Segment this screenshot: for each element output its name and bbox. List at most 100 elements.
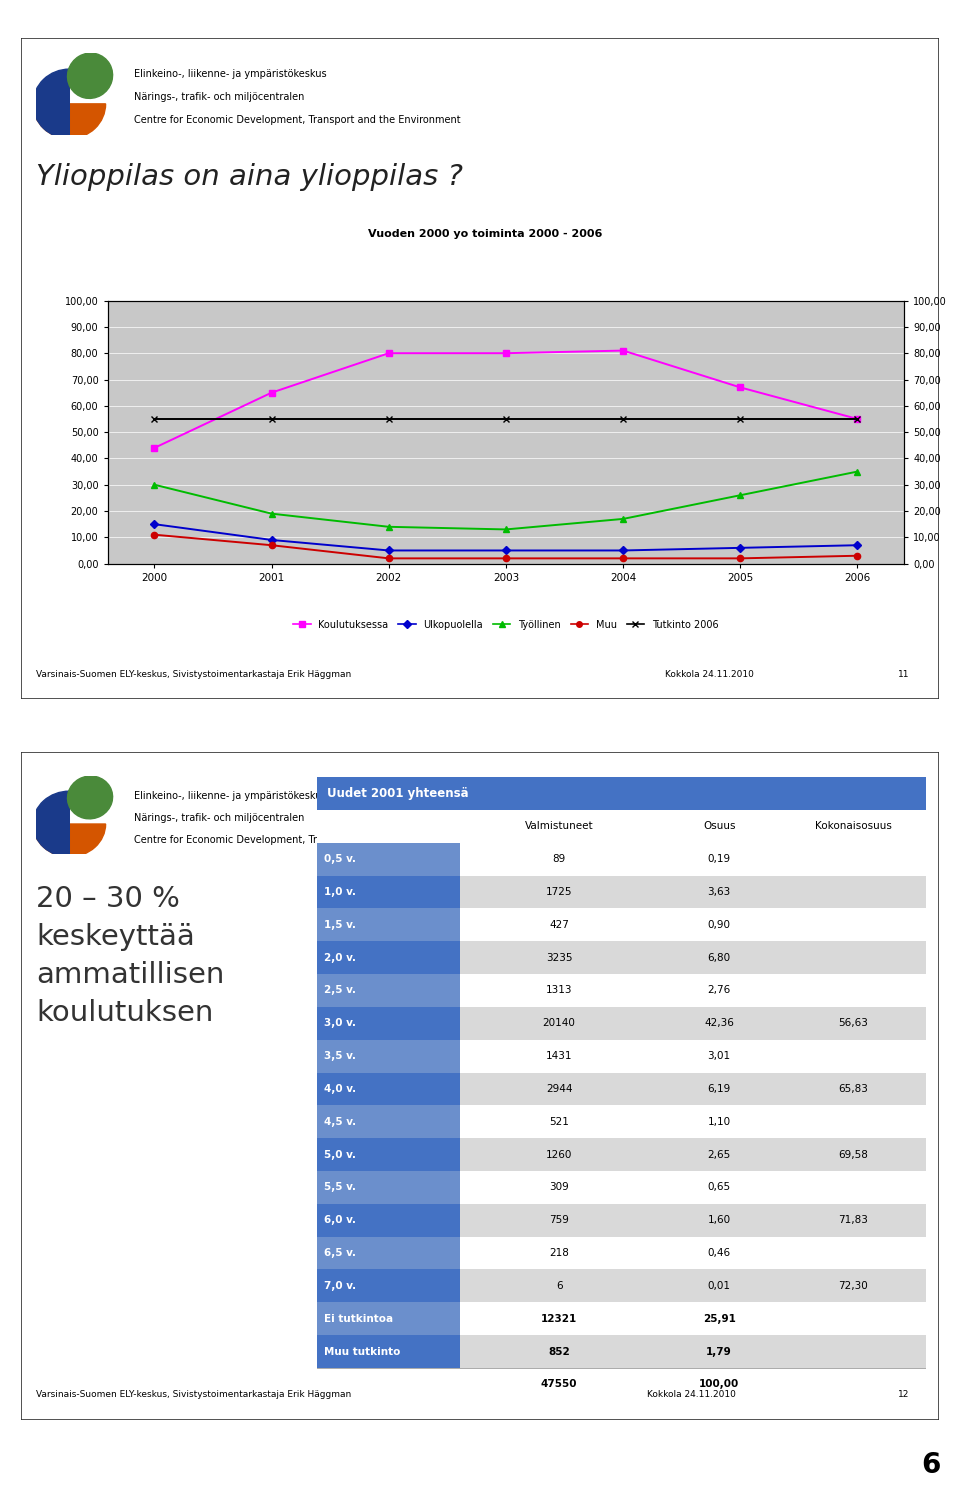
Text: Elinkeino-, liikenne- ja ympäristökeskus: Elinkeino-, liikenne- ja ympäristökeskus [134, 791, 327, 801]
Text: 309: 309 [549, 1183, 569, 1192]
Text: 5,0 v.: 5,0 v. [324, 1150, 356, 1160]
Koulutuksessa [734, 379, 746, 397]
Wedge shape [33, 104, 106, 138]
Text: 1431: 1431 [546, 1051, 572, 1061]
Legend: Koulutuksessa, Ulkopuolella, Työllinen, Muu, Tutkinto 2006: Koulutuksessa, Ulkopuolella, Työllinen, … [289, 616, 723, 634]
Bar [317, 974, 926, 1007]
Text: 0,90: 0,90 [708, 920, 731, 930]
Muu [383, 550, 395, 568]
Text: 12321: 12321 [541, 1314, 577, 1324]
Text: Kokkola 24.11.2010: Kokkola 24.11.2010 [647, 1390, 735, 1399]
Ulkopuolella [149, 516, 160, 534]
Text: Elinkeino-, liikenne- ja ympäristökeskus: Elinkeino-, liikenne- ja ympäristökeskus [134, 69, 327, 80]
Text: 20140: 20140 [542, 1018, 576, 1028]
Text: 11: 11 [899, 670, 910, 679]
Työllinen [383, 517, 395, 537]
Text: 25,91: 25,91 [703, 1314, 735, 1324]
Muu [266, 537, 277, 555]
Koulutuksessa [500, 344, 512, 362]
Muu [734, 550, 746, 568]
Text: 5,5 v.: 5,5 v. [324, 1183, 356, 1192]
Bar [317, 777, 926, 810]
Ellipse shape [67, 776, 112, 819]
Text: 2,5 v.: 2,5 v. [324, 986, 356, 995]
Bar [317, 1368, 926, 1401]
Bar [317, 1335, 926, 1368]
Text: Centre for Economic Development, Transport and the Environment: Centre for Economic Development, Transpo… [134, 836, 461, 845]
Text: 7,0 v.: 7,0 v. [324, 1281, 356, 1291]
Line: Koulutuksessa: Koulutuksessa [152, 347, 860, 451]
Muu [500, 550, 512, 568]
Ulkopuolella [852, 537, 863, 555]
Text: Vuoden 2000 yo toiminta 2000 - 2006: Vuoden 2000 yo toiminta 2000 - 2006 [368, 228, 602, 239]
Text: Kokonaisosuus: Kokonaisosuus [815, 821, 892, 831]
Text: Ei tutkintoa: Ei tutkintoa [324, 1314, 394, 1324]
Bar [317, 876, 460, 908]
Text: Valmistuneet: Valmistuneet [525, 821, 593, 831]
Bar [317, 1204, 926, 1237]
Muu [617, 550, 629, 568]
Ulkopuolella [617, 541, 629, 559]
Bar [317, 1335, 460, 1368]
Text: 218: 218 [549, 1247, 569, 1258]
Bar [317, 1040, 926, 1073]
Bar [317, 1007, 926, 1040]
Bar [317, 1237, 460, 1270]
Työllinen [149, 475, 160, 493]
Text: Närings-, trafik- och miljöcentralen: Närings-, trafik- och miljöcentralen [134, 92, 304, 102]
Text: 6,0 v.: 6,0 v. [324, 1216, 356, 1225]
Koulutuksessa [617, 341, 629, 359]
Line: Tutkinto 2006: Tutkinto 2006 [152, 416, 860, 422]
Text: 2,76: 2,76 [708, 986, 731, 995]
Text: 3,63: 3,63 [708, 887, 731, 897]
Line: Työllinen: Työllinen [152, 469, 860, 532]
Bar [317, 941, 926, 974]
Text: Varsinais-Suomen ELY-keskus, Sivistystoimentarkastaja Erik Häggman: Varsinais-Suomen ELY-keskus, Sivistystoi… [36, 670, 351, 679]
Text: 20 – 30 %
keskeyttää
ammatillisen
koulutuksen: 20 – 30 % keskeyttää ammatillisen koulut… [36, 885, 225, 1027]
Text: 6: 6 [922, 1452, 941, 1479]
Text: 2944: 2944 [546, 1084, 572, 1094]
Text: 42,36: 42,36 [705, 1018, 734, 1028]
Tutkinto 2006 [852, 410, 863, 428]
Text: 0,5 v.: 0,5 v. [324, 854, 356, 864]
Text: 759: 759 [549, 1216, 569, 1225]
Text: 2,0 v.: 2,0 v. [324, 953, 356, 962]
Tutkinto 2006 [734, 410, 746, 428]
Ellipse shape [67, 53, 112, 98]
Text: 1,10: 1,10 [708, 1117, 731, 1127]
Text: 89: 89 [553, 854, 565, 864]
Text: 4,5 v.: 4,5 v. [324, 1117, 356, 1127]
Tutkinto 2006 [383, 410, 395, 428]
Text: 1725: 1725 [546, 887, 572, 897]
Bar [317, 908, 460, 941]
Text: Osuus: Osuus [703, 821, 735, 831]
Bar [317, 1204, 460, 1237]
Line: Muu: Muu [152, 532, 860, 562]
Text: 71,83: 71,83 [838, 1216, 868, 1225]
Text: 0,65: 0,65 [708, 1183, 731, 1192]
Text: 1,5 v.: 1,5 v. [324, 920, 356, 930]
Text: 3,5 v.: 3,5 v. [324, 1051, 356, 1061]
Text: 6,19: 6,19 [708, 1084, 731, 1094]
Ulkopuolella [734, 538, 746, 556]
Text: 4,0 v.: 4,0 v. [324, 1084, 356, 1094]
Koulutuksessa [149, 439, 160, 457]
Text: Uudet 2001 yhteensä: Uudet 2001 yhteensä [327, 788, 468, 800]
Työllinen [734, 485, 746, 504]
Text: 6: 6 [556, 1281, 563, 1291]
Koulutuksessa [852, 410, 863, 428]
Bar [317, 1302, 926, 1335]
Bar [317, 810, 926, 843]
Text: 0,19: 0,19 [708, 854, 731, 864]
Text: 6,80: 6,80 [708, 953, 731, 962]
Ulkopuolella [266, 531, 277, 549]
Text: 100,00: 100,00 [699, 1380, 739, 1389]
Bar [317, 1105, 926, 1138]
Wedge shape [33, 69, 69, 138]
Text: 3235: 3235 [546, 953, 572, 962]
Muu [852, 547, 863, 565]
Tutkinto 2006 [149, 410, 160, 428]
Bar [317, 1237, 926, 1270]
Text: 69,58: 69,58 [838, 1150, 868, 1160]
Koulutuksessa [383, 344, 395, 362]
